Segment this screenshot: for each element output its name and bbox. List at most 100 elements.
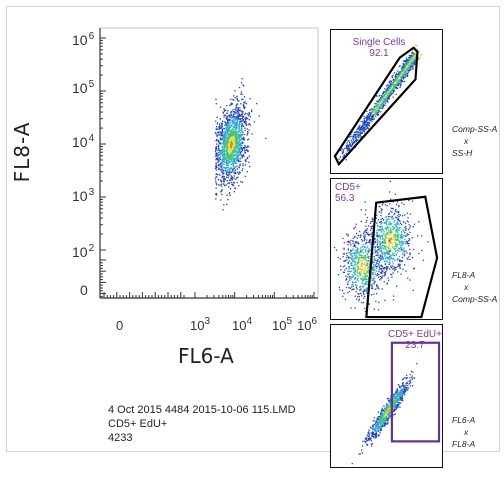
event-dot [346, 148, 348, 150]
event-dot [361, 257, 363, 259]
event-dot [375, 425, 377, 427]
event-dot [381, 102, 383, 105]
event-dot [364, 275, 366, 278]
event-dot [348, 260, 351, 262]
event-dot [239, 149, 241, 152]
event-dot [228, 159, 230, 161]
event-dot [404, 64, 406, 66]
event-dot [235, 141, 238, 143]
event-dot [359, 267, 361, 269]
event-dot [359, 292, 362, 295]
event-dot [363, 246, 365, 248]
event-dot [408, 54, 411, 57]
event-dot [373, 117, 375, 119]
event-dot [343, 153, 345, 156]
event-dot [233, 142, 236, 145]
event-dot [383, 275, 386, 277]
event-dot [379, 428, 382, 431]
event-dot [409, 65, 412, 67]
event-dot [229, 136, 231, 138]
event-dot [246, 139, 249, 141]
event-dot [355, 242, 357, 244]
event-dot [229, 135, 231, 137]
event-dot [349, 257, 351, 259]
event-dot [374, 427, 376, 429]
event-dot [232, 154, 235, 156]
event-dot [398, 224, 400, 226]
event-dot [366, 126, 368, 128]
event-dot [219, 179, 222, 181]
event-dot [359, 263, 362, 266]
event-dot [415, 57, 417, 59]
event-dot [232, 151, 234, 154]
event-dot [340, 269, 342, 271]
event-dot [379, 237, 382, 239]
event-dot [220, 131, 222, 133]
event-dot [360, 289, 362, 291]
event-dot [221, 124, 223, 126]
event-dot [241, 148, 243, 151]
event-dot [379, 250, 381, 252]
event-dot [397, 219, 400, 221]
event-dot [382, 98, 384, 100]
event-dot [412, 289, 414, 292]
event-dot [338, 158, 340, 160]
event-dot [360, 270, 363, 272]
event-dot [361, 280, 363, 282]
event-dot [225, 176, 228, 178]
event-dot [241, 78, 243, 80]
event-dot [233, 121, 235, 123]
event-dot [227, 153, 229, 155]
event-dot [365, 272, 367, 275]
event-dot [406, 381, 408, 384]
event-dot [238, 149, 240, 151]
event-dot [373, 269, 376, 271]
event-dot [394, 80, 397, 82]
event-dot [344, 265, 346, 267]
event-dot [368, 234, 370, 237]
event-dot [364, 257, 366, 260]
event-dot [381, 255, 383, 257]
event-dot [412, 52, 414, 54]
event-dot [244, 147, 246, 149]
event-dot [235, 145, 237, 148]
event-dot [411, 50, 414, 53]
event-dot [352, 136, 354, 139]
event-dot [370, 233, 372, 235]
event-dot [405, 61, 407, 63]
event-dot [370, 115, 373, 117]
event-dot [235, 172, 237, 175]
event-dot [226, 148, 228, 150]
event-dot [381, 204, 383, 206]
event-dot [384, 272, 386, 274]
event-dot [380, 250, 383, 252]
event-dot [367, 266, 369, 268]
event-dot [402, 268, 404, 270]
event-dot [391, 245, 394, 248]
event-dot [220, 138, 222, 140]
event-dot [384, 258, 387, 260]
event-dot [377, 265, 379, 267]
event-dot [230, 112, 232, 114]
event-dot [364, 124, 366, 126]
event-dot [385, 91, 387, 94]
event-dot [409, 64, 411, 66]
event-dot [237, 151, 239, 154]
event-dot [230, 141, 232, 143]
event-dot [243, 147, 245, 149]
event-dot [397, 235, 399, 238]
event-dot [347, 276, 349, 278]
event-dot [384, 104, 386, 106]
event-dot [376, 272, 379, 275]
event-dot [235, 146, 237, 149]
event-dot [215, 147, 218, 150]
event-dot [402, 63, 404, 65]
event-dot [236, 157, 239, 159]
event-dot [379, 242, 382, 244]
event-dot [351, 286, 353, 288]
event-dot [365, 263, 367, 266]
event-dot [411, 200, 414, 202]
event-dot [366, 247, 368, 249]
event-dot [360, 254, 362, 256]
event-dot [229, 131, 232, 133]
